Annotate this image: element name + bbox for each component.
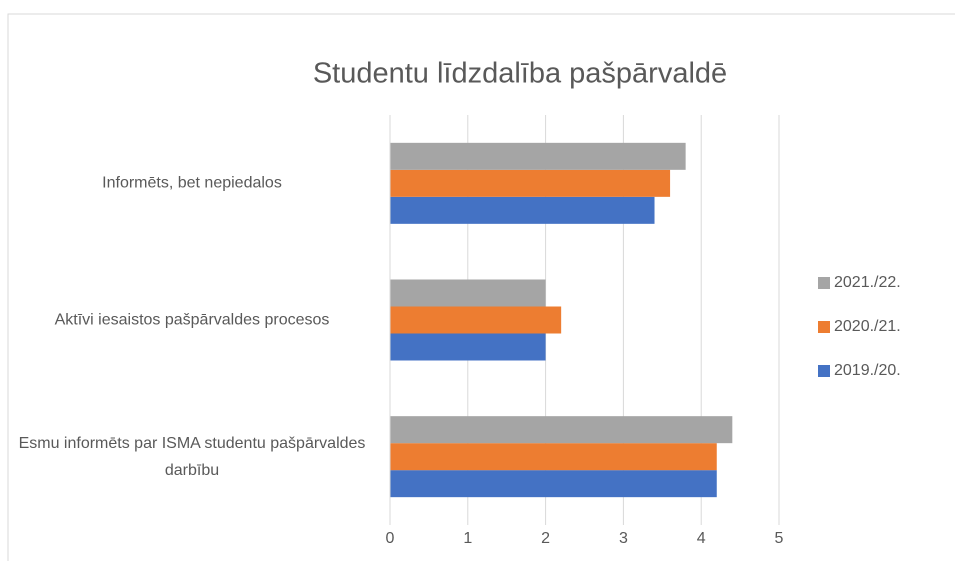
x-tick-label: 2: [541, 530, 550, 547]
x-tick-label: 3: [619, 530, 628, 547]
bar: [390, 416, 733, 444]
chart-title: Studentu līdzdalība pašpārvaldē: [313, 58, 727, 90]
x-tick-label: 5: [775, 530, 784, 547]
y-tick-label: Esmu informēts par ISMA studentu pašpārv…: [18, 434, 366, 479]
legend-label: 2020./21.: [834, 318, 901, 335]
chart-border: [7, 13, 955, 561]
bar: [390, 279, 546, 307]
bar: [390, 306, 562, 334]
bar: [390, 333, 546, 361]
bar: [390, 169, 671, 197]
legend-label: 2021./22.: [834, 274, 901, 291]
bar: [390, 443, 717, 471]
bar: [390, 142, 686, 170]
x-tick-label: 0: [386, 530, 395, 547]
legend-label: 2019./20.: [834, 362, 901, 379]
legend-swatch: [818, 321, 830, 333]
y-tick-label: Aktīvi iesaistos pašpārvaldes procesos: [54, 311, 330, 329]
bar: [390, 196, 655, 224]
legend-swatch: [818, 365, 830, 377]
y-tick-label: Informēts, bet nepiedalos: [102, 174, 282, 192]
bar: [390, 470, 717, 498]
x-tick-label: 1: [463, 530, 472, 547]
x-tick-label: 4: [697, 530, 706, 547]
legend-swatch: [818, 277, 830, 289]
